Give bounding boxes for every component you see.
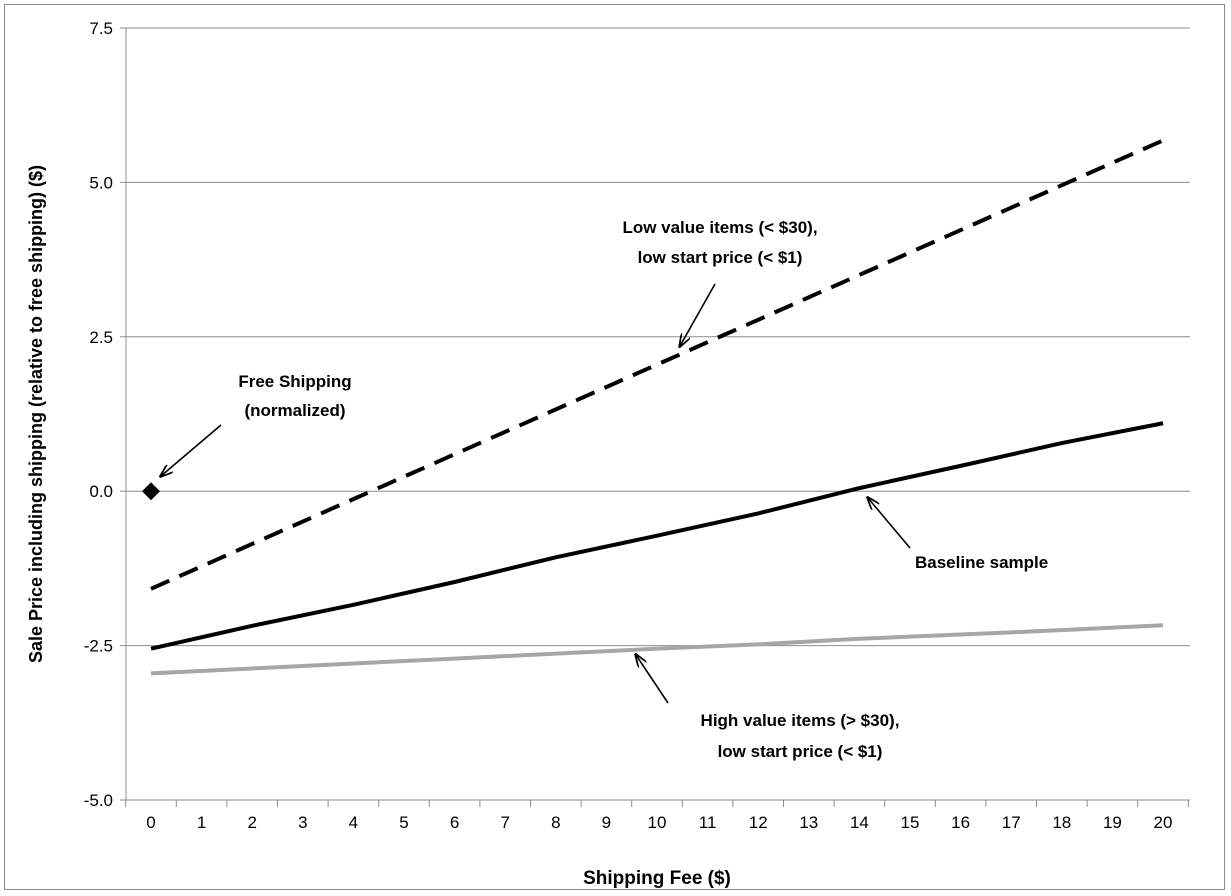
x-tick-label-4: 4 xyxy=(349,813,358,832)
y-tick-label-1: -2.5 xyxy=(84,637,113,656)
x-tick-label-16: 16 xyxy=(951,813,970,832)
x-tick-label-5: 5 xyxy=(399,813,408,832)
x-tick-label-7: 7 xyxy=(500,813,509,832)
annotation-high-value-arrow xyxy=(636,655,669,704)
baseline-line xyxy=(150,421,1164,651)
annotation-low-value-line-2: low start price (< $1) xyxy=(638,248,803,267)
x-tick-label-10: 10 xyxy=(648,813,667,832)
y-tick-label-4: 5.0 xyxy=(89,173,113,192)
x-tick-label-8: 8 xyxy=(551,813,560,832)
x-tick-label-3: 3 xyxy=(298,813,307,832)
axes: -5.0-2.50.02.55.07.50 1 2 3 4 5 6 7 8 9 10 11 12 13 14… xyxy=(84,19,1190,832)
low-value-dashed-line xyxy=(150,138,1164,591)
y-axis-title: Sale Price including shipping (relative … xyxy=(26,165,46,663)
x-tick-label-6: 6 xyxy=(450,813,459,832)
y-tick-label-0: -5.0 xyxy=(84,791,113,810)
annotation-high-value-line-1: High value items (> $30), xyxy=(701,711,900,730)
y-tick-label-2: 0.0 xyxy=(89,482,113,501)
annotation-high-value-line-2: low start price (< $1) xyxy=(718,742,883,761)
y-tick-label-3: 2.5 xyxy=(89,328,113,347)
gridlines xyxy=(126,27,1190,647)
x-tick-label-18: 18 xyxy=(1052,813,1071,832)
annotation-free-shipping-line-2: (normalized) xyxy=(244,401,345,420)
high-value-gray-line xyxy=(150,623,1164,676)
x-tick-label-11: 11 xyxy=(699,813,717,832)
y-tick-label-5: 7.5 xyxy=(89,19,113,38)
x-tick-label-0: 0 xyxy=(146,813,155,832)
x-tick-label-2: 2 xyxy=(247,813,256,832)
annotations: Free Shipping (normalized) Low value ite… xyxy=(161,218,1048,761)
annotation-baseline-arrow xyxy=(868,498,911,549)
annotation-low-value-line-1: Low value items (< $30), xyxy=(622,218,817,237)
annotation-free-shipping-line-1: Free Shipping xyxy=(238,372,351,391)
annotation-low-value-arrow xyxy=(680,283,716,346)
chart-frame xyxy=(4,4,1225,890)
x-tick-label-9: 9 xyxy=(602,813,611,832)
annotation-baseline: Baseline sample xyxy=(915,553,1048,572)
x-tick-label-14: 14 xyxy=(850,813,869,832)
x-tick-label-19: 19 xyxy=(1103,813,1122,832)
x-tick-label-13: 13 xyxy=(799,813,818,832)
x-tick-label-1: 1 xyxy=(197,813,206,832)
free-shipping-diamond-point xyxy=(142,482,160,501)
x-tick-label-15: 15 xyxy=(901,813,920,832)
series xyxy=(142,138,1164,676)
x-axis-title: Shipping Fee ($) xyxy=(583,868,731,889)
x-tick-label-17: 17 xyxy=(1002,813,1021,832)
x-tick-label-12: 12 xyxy=(749,813,768,832)
annotation-free-shipping-arrow xyxy=(161,424,222,476)
x-tick-label-20: 20 xyxy=(1154,813,1173,832)
